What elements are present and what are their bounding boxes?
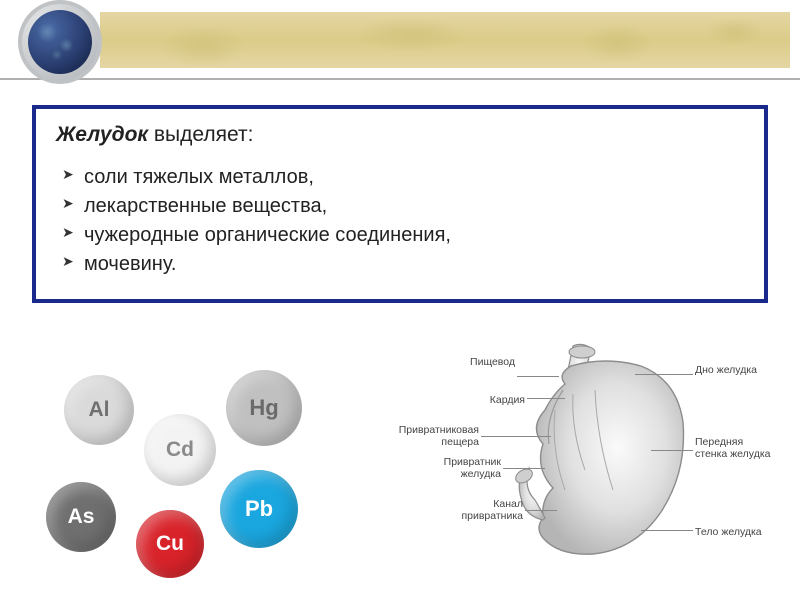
element-Al: Al (64, 375, 134, 445)
element-As: As (46, 482, 116, 552)
heavy-metals-diagram: Al HgCd As PbCu (30, 370, 340, 580)
leader-line (517, 376, 559, 377)
leader-line (527, 398, 565, 399)
slide-header (0, 0, 800, 80)
leader-line (635, 374, 693, 375)
leader-line (641, 530, 693, 531)
stomach-label-pyloric_canal: Каналпривратника (395, 498, 523, 522)
bullet-list: соли тяжелых металлов, лекарственные вещ… (56, 163, 744, 279)
bullet-item: чужеродные органические соединения, (62, 221, 744, 250)
globe-icon (18, 0, 102, 84)
bullet-item: лекарственные вещества, (62, 192, 744, 221)
element-Pb: Pb (220, 470, 298, 548)
element-Hg: Hg (226, 370, 302, 446)
bullet-item: соли тяжелых металлов, (62, 163, 744, 192)
stomach-label-body: Тело желудка (695, 526, 762, 538)
stomach-label-anterior_wall: Передняястенка желудка (695, 436, 771, 460)
bullet-item: мочевину. (62, 250, 744, 279)
world-map-strip (100, 12, 790, 68)
stomach-diagram: Пищевод Кардия Привратниковаяпещера Приврат… (395, 340, 785, 585)
stomach-label-pylorus: Привратникжелудка (395, 456, 501, 480)
leader-line (503, 468, 545, 469)
stomach-label-esophagus: Пищевод (395, 356, 515, 368)
title-bold: Желудок (56, 123, 148, 146)
stomach-label-antral_cave: Привратниковаяпещера (395, 424, 479, 448)
leader-line (525, 510, 557, 511)
element-Cd: Cd (144, 414, 216, 486)
leader-line (481, 436, 551, 437)
stomach-label-fundus: Дно желудка (695, 364, 757, 376)
content-box: Желудок выделяет: соли тяжелых металлов,… (32, 105, 768, 303)
leader-line (651, 450, 693, 451)
content-title: Желудок выделяет: (56, 123, 744, 147)
element-Cu: Cu (136, 510, 204, 578)
title-rest: выделяет: (148, 123, 253, 146)
stomach-label-cardia: Кардия (395, 394, 525, 406)
header-divider (0, 78, 800, 80)
